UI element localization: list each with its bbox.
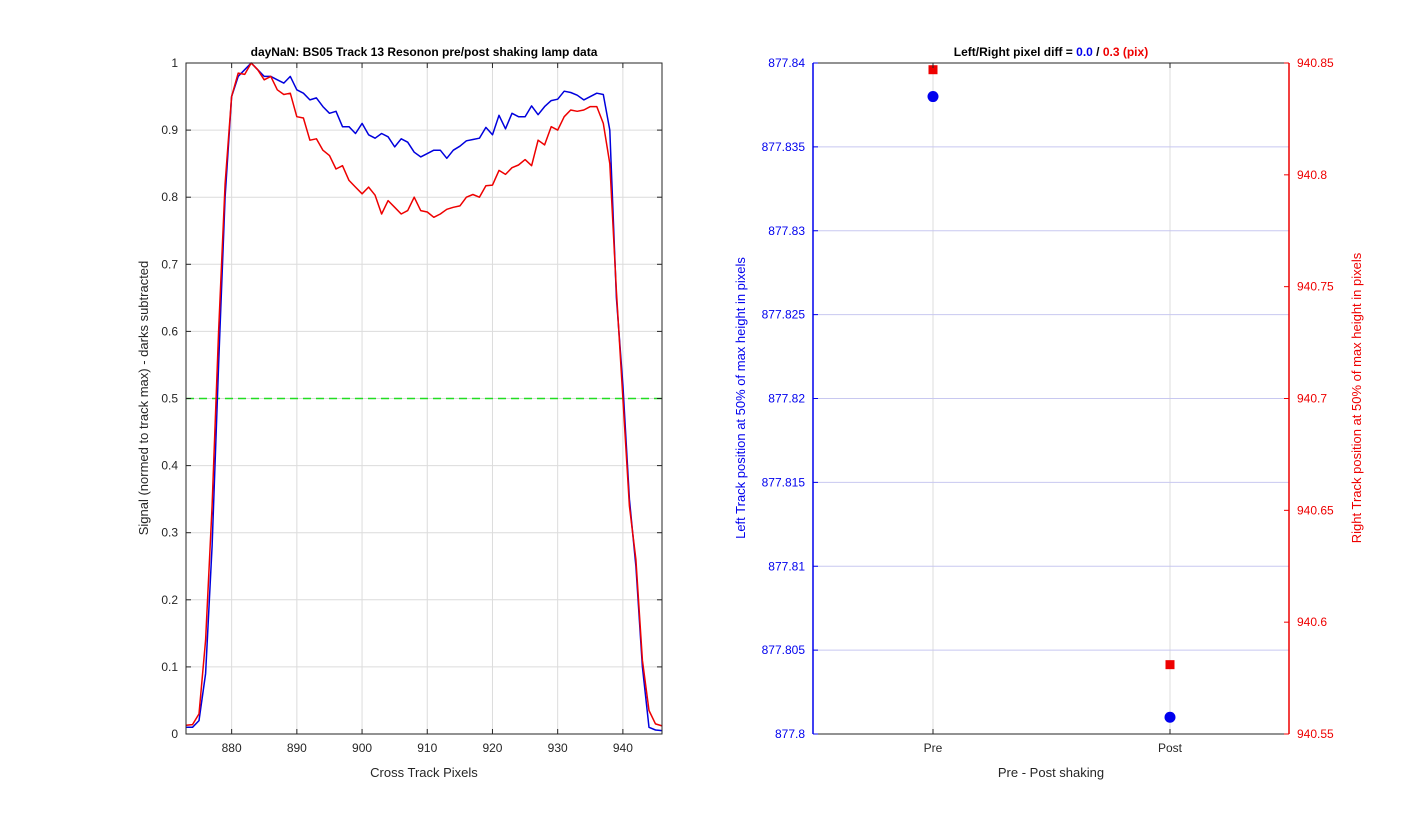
x-category-label: Post xyxy=(1158,741,1183,755)
x-tick-label: 880 xyxy=(222,741,242,755)
x-category-label: Pre xyxy=(924,741,943,755)
tick-labels: Pre Post 877.8 877.805 877.81 877.815 877.82 87… xyxy=(762,56,1334,755)
y-tick-label: 0.9 xyxy=(161,123,178,137)
chart-title: dayNaN: BS05 Track 13 Resonon pre/post s… xyxy=(251,45,598,59)
tick-labels: 880 890 900 910 920 930 940 0 0.1 0.2 0.3 0.4 0.5 0.6… xyxy=(161,56,662,755)
y-tick-label: 0 xyxy=(171,727,178,741)
right-y-tick-label: 940.55 xyxy=(1297,727,1334,741)
series-group xyxy=(185,62,663,732)
grid xyxy=(813,62,1289,735)
left-y-tick-label: 877.835 xyxy=(762,140,806,154)
title-right-value: 0.3 (pix) xyxy=(1103,45,1148,59)
left-y-tick-label: 877.81 xyxy=(768,559,805,573)
y-tick-label: 0.6 xyxy=(161,324,178,338)
y-tick-label: 0.1 xyxy=(161,660,178,674)
x-tick-label: 890 xyxy=(287,741,307,755)
y-tick-label: 0.3 xyxy=(161,526,178,540)
x-axis-label: Pre - Post shaking xyxy=(998,765,1104,780)
left-y-tick-label: 877.825 xyxy=(762,308,806,322)
y-tick-label: 0.7 xyxy=(161,257,178,271)
right-track-point xyxy=(928,65,938,75)
right-y-tick-label: 940.6 xyxy=(1297,615,1327,629)
title-separator: / xyxy=(1093,45,1103,59)
right-y-tick-label: 940.7 xyxy=(1297,392,1327,406)
track-position-chart: Pre Post 877.8 877.805 877.81 877.815 877.82 87… xyxy=(733,45,1364,780)
left-y-tick-label: 877.84 xyxy=(768,56,805,70)
right-y-tick-label: 940.65 xyxy=(1297,503,1334,517)
title-prefix: Left/Right pixel diff = xyxy=(954,45,1076,59)
y-tick-label: 0.5 xyxy=(161,392,178,406)
left-y-tick-label: 877.82 xyxy=(768,392,805,406)
series-line-1 xyxy=(186,62,663,732)
y-tick-label: 0.8 xyxy=(161,190,178,204)
chart-title: Left/Right pixel diff = 0.0 / 0.3 (pix) xyxy=(954,45,1148,59)
right-y-tick-label: 940.85 xyxy=(1297,56,1334,70)
x-tick-label: 910 xyxy=(417,741,437,755)
x-tick-label: 920 xyxy=(482,741,502,755)
series-line-2 xyxy=(185,62,663,727)
left-y-tick-label: 877.805 xyxy=(762,643,806,657)
signal-profile-chart: 880 890 900 910 920 930 940 0 0.1 0.2 0.3 0.4 0.5 0.6… xyxy=(136,45,663,780)
right-y-tick-label: 940.75 xyxy=(1297,280,1334,294)
left-y-tick-label: 877.8 xyxy=(775,727,805,741)
y-tick-label: 0.2 xyxy=(161,593,178,607)
x-axis-label: Cross Track Pixels xyxy=(370,765,478,780)
right-y-axis-label: Right Track position at 50% of max heigh… xyxy=(1349,252,1364,543)
x-tick-label: 940 xyxy=(613,741,633,755)
left-track-point xyxy=(927,91,939,103)
left-y-axis-label: Left Track position at 50% of max height… xyxy=(733,257,748,539)
right-y-tick-label: 940.8 xyxy=(1297,168,1327,182)
y-axis-label: Signal (normed to track max) - darks sub… xyxy=(136,261,151,536)
x-tick-label: 930 xyxy=(548,741,568,755)
left-y-tick-label: 877.815 xyxy=(762,475,806,489)
x-tick-label: 900 xyxy=(352,741,372,755)
y-tick-label: 1 xyxy=(171,56,178,70)
left-y-tick-label: 877.83 xyxy=(768,224,805,238)
points-group xyxy=(927,65,1176,723)
right-track-point xyxy=(1165,660,1175,670)
y-tick-label: 0.4 xyxy=(161,459,178,473)
title-left-value: 0.0 xyxy=(1076,45,1093,59)
left-track-point xyxy=(1164,711,1176,723)
